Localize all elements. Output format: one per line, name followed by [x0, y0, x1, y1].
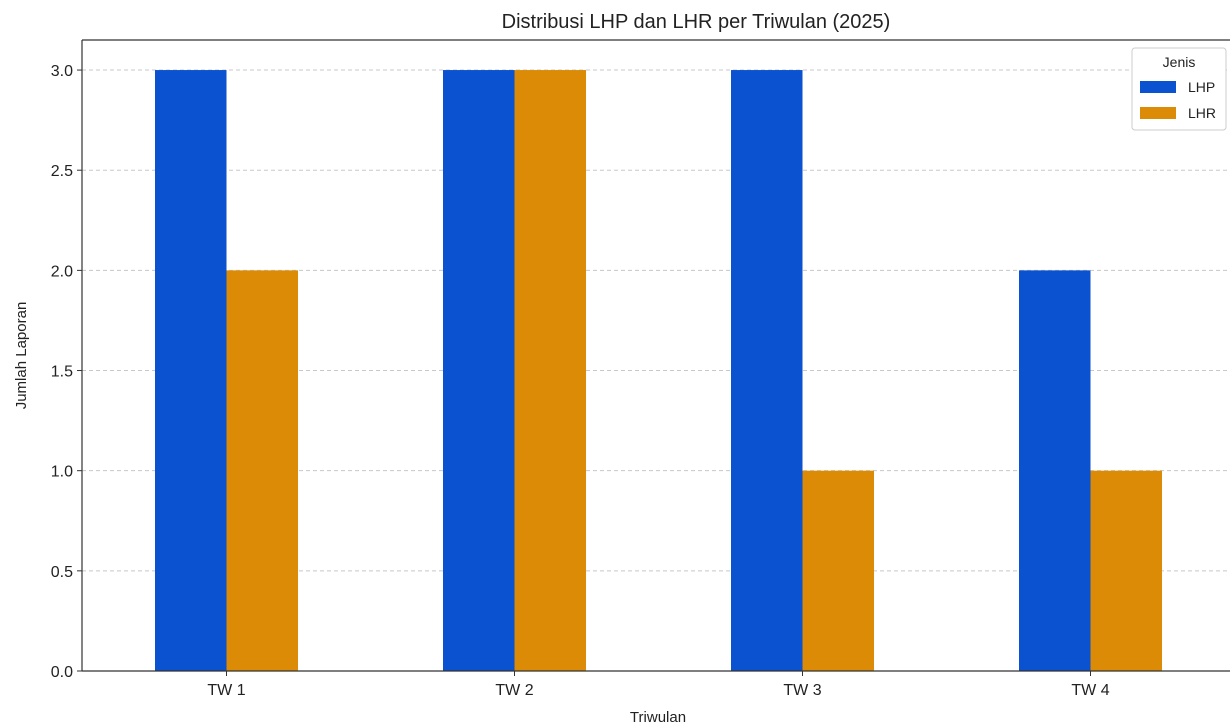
bar-lhr-4	[1090, 470, 1162, 671]
y-tick-label: 3.0	[51, 63, 73, 80]
y-axis-label: Jumlah Laporan	[13, 302, 30, 410]
legend-swatch-lhp	[1140, 81, 1176, 93]
x-tick-label: TW 4	[1071, 682, 1109, 699]
legend-label-lhp: LHP	[1188, 79, 1215, 95]
bar-lhp-1	[155, 70, 227, 672]
legend-label-lhr: LHR	[1188, 105, 1216, 121]
chart-title: Distribusi LHP dan LHR per Triwulan (202…	[502, 11, 891, 33]
legend: Jenis LHP LHR	[1131, 47, 1227, 131]
bar-lhp-3	[731, 70, 803, 672]
y-tick-label: 1.5	[51, 364, 73, 381]
y-tick-label: 2.0	[51, 263, 73, 280]
legend-title: Jenis	[1163, 54, 1196, 70]
x-tick-label: TW 1	[207, 682, 245, 699]
bar-lhr-3	[802, 470, 874, 671]
legend-swatch-lhr	[1140, 107, 1176, 119]
x-tick-label: TW 2	[495, 682, 533, 699]
y-tick-label: 0.5	[51, 564, 73, 581]
y-tick-label: 2.5	[51, 163, 73, 180]
bars	[155, 70, 1162, 672]
bar-lhr-2	[514, 70, 586, 672]
y-ticks: 0.0 0.5 1.0 1.5 2.0 2.5 3.0	[51, 63, 82, 681]
bar-lhp-2	[443, 70, 515, 672]
x-ticks: TW 1 TW 2 TW 3 TW 4	[207, 671, 1110, 699]
axes	[81, 39, 1230, 672]
x-tick-label: TW 3	[783, 682, 821, 699]
y-tick-label: 1.0	[51, 464, 73, 481]
x-axis-label: Triwulan	[630, 709, 686, 726]
y-tick-label: 0.0	[51, 664, 73, 681]
bar-lhp-4	[1019, 270, 1091, 671]
bar-lhr-1	[226, 270, 298, 671]
